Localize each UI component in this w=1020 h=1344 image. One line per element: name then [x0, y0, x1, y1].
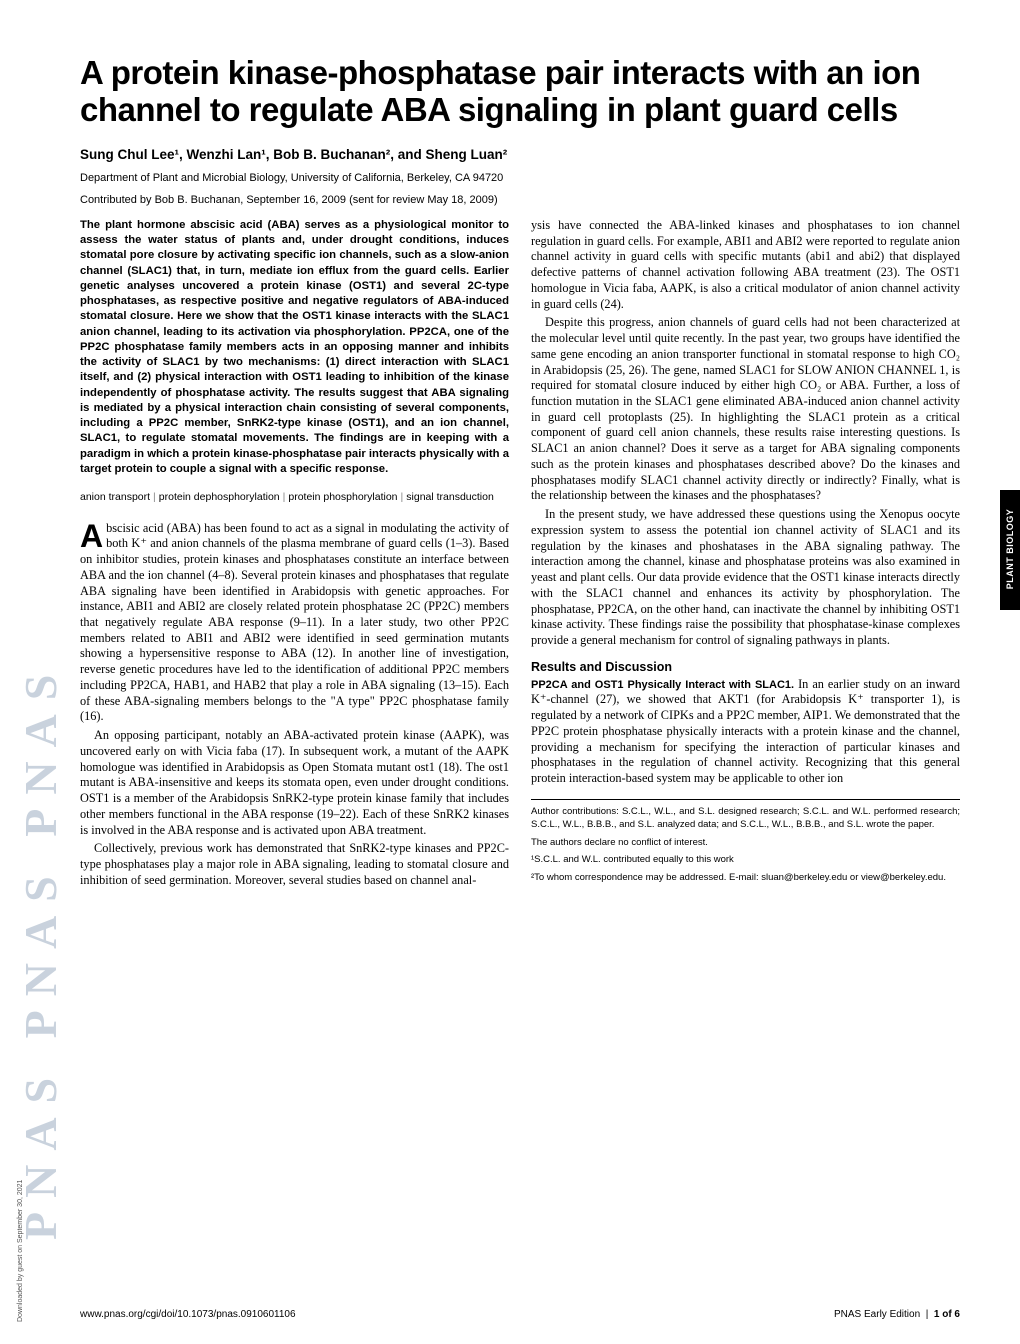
contributed-line: Contributed by Bob B. Buchanan, Septembe… [80, 194, 960, 206]
article-title: A protein kinase-phosphatase pair intera… [80, 55, 960, 129]
author-list: Sung Chul Lee¹, Wenzhi Lan¹, Bob B. Buch… [80, 147, 960, 162]
category-tab: PLANT BIOLOGY [1000, 490, 1020, 610]
dropcap: A [80, 521, 106, 549]
body-paragraph: In the present study, we have addressed … [531, 507, 960, 649]
journal-watermark-text: PNAS PNAS PNAS [14, 60, 62, 1240]
paragraph-text: bscisic acid (ABA) has been found to act… [80, 521, 509, 724]
footer-page-number: 1 of 6 [934, 1309, 960, 1320]
run-in-heading: PP2CA and OST1 Physically Interact with … [531, 679, 794, 691]
page-content: A protein kinase-phosphatase pair intera… [80, 55, 960, 891]
body-paragraph: Despite this progress, anion channels of… [531, 315, 960, 504]
body-paragraph: Collectively, previous work has demonstr… [80, 841, 509, 888]
footnote: ¹S.C.L. and W.L. contributed equally to … [531, 854, 960, 867]
body-paragraph: An opposing participant, notably an ABA-… [80, 728, 509, 838]
footer-edition: PNAS Early Edition [834, 1309, 920, 1320]
page-footer: www.pnas.org/cgi/doi/10.1073/pnas.091060… [80, 1309, 960, 1320]
body-paragraph: Abscisic acid (ABA) has been found to ac… [80, 521, 509, 726]
footnote: Author contributions: S.C.L., W.L., and … [531, 806, 960, 832]
section-heading: Results and Discussion [531, 659, 960, 675]
footnote: The authors declare no conflict of inter… [531, 837, 960, 850]
footer-pagination: PNAS Early Edition | 1 of 6 [834, 1309, 960, 1320]
body-paragraph: ysis have connected the ABA-linked kinas… [531, 218, 960, 312]
footnote: ²To whom correspondence may be addressed… [531, 872, 960, 885]
abstract: The plant hormone abscisic acid (ABA) se… [80, 218, 509, 477]
keywords: anion transport|protein dephosphorylatio… [80, 491, 509, 504]
keyword: signal transduction [406, 491, 494, 503]
category-tab-label: PLANT BIOLOGY [1005, 489, 1015, 609]
footer-doi: www.pnas.org/cgi/doi/10.1073/pnas.091060… [80, 1309, 296, 1320]
affiliation: Department of Plant and Microbial Biolog… [80, 172, 960, 184]
body-columns: The plant hormone abscisic acid (ABA) se… [80, 218, 960, 891]
download-note: Downloaded by guest on September 30, 202… [17, 1180, 24, 1322]
keyword: protein phosphorylation [288, 491, 397, 503]
journal-watermark: PNAS PNAS PNAS [14, 60, 62, 1240]
footnotes: Author contributions: S.C.L., W.L., and … [531, 799, 960, 885]
keyword: anion transport [80, 491, 150, 503]
paragraph-text: In an earlier study on an inward K⁺-chan… [531, 677, 960, 785]
keyword: protein dephosphorylation [159, 491, 280, 503]
body-paragraph: PP2CA and OST1 Physically Interact with … [531, 677, 960, 787]
